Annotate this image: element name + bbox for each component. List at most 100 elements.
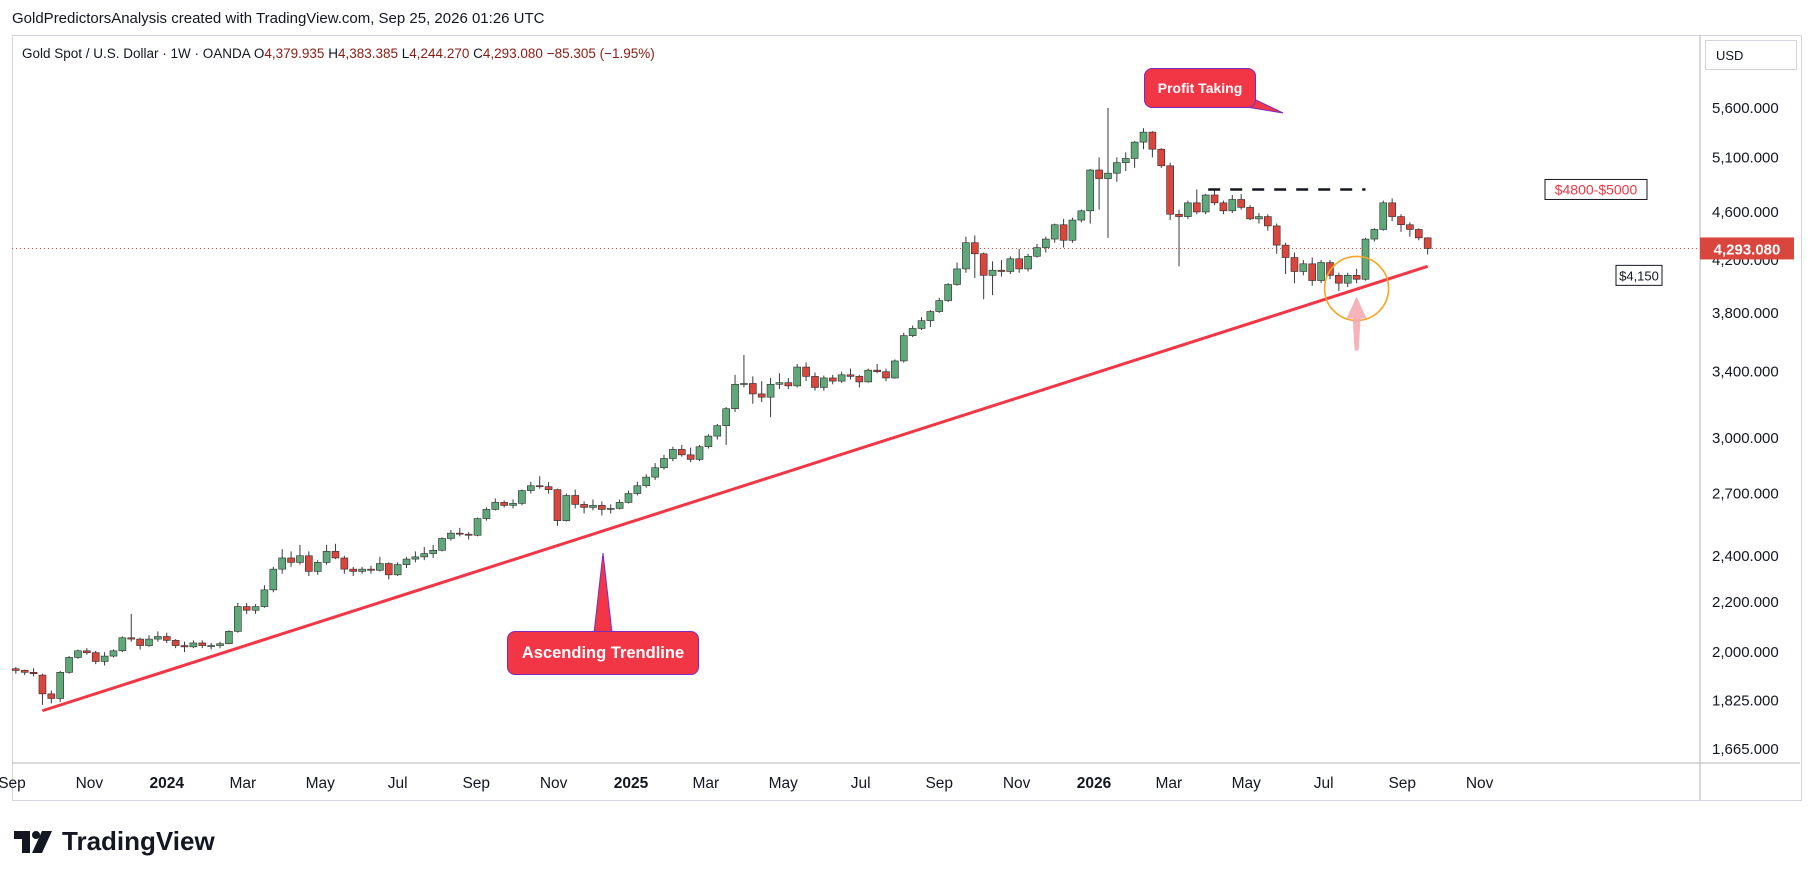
candle-body <box>1184 202 1192 217</box>
candle-body <box>1068 219 1077 241</box>
candle-body <box>216 643 224 646</box>
profit-taking-callout: Profit Taking <box>1144 68 1256 108</box>
attribution-text: GoldPredictorsAnalysis created with Trad… <box>12 10 545 27</box>
bounce-up-arrow-icon <box>1346 296 1367 351</box>
candle-body <box>225 631 233 645</box>
candle-body <box>953 268 961 285</box>
y-tick-label: 5,100.000 <box>1712 149 1779 166</box>
candle-body <box>100 655 109 662</box>
candle-body <box>349 568 358 572</box>
x-tick-label: Mar <box>230 775 257 792</box>
y-tick-label: 3,800.000 <box>1712 305 1779 322</box>
candle-body <box>695 446 704 460</box>
candle-body <box>1024 255 1032 270</box>
x-tick-label: Jul <box>1314 775 1334 792</box>
x-tick-label: Nov <box>1003 775 1031 792</box>
x-tick-label: Jul <box>851 775 871 792</box>
legend-high-label: H <box>328 46 338 61</box>
candle-body <box>1104 172 1112 179</box>
candle-body <box>811 376 819 388</box>
candle-body <box>20 670 29 673</box>
candle-body <box>242 606 251 611</box>
candle-body <box>1148 131 1157 150</box>
candle-body <box>855 376 864 383</box>
candle-body <box>1157 148 1166 167</box>
candle-body <box>615 502 624 509</box>
candle-body <box>118 637 127 652</box>
candle-body <box>633 485 642 494</box>
candle-body <box>917 320 926 329</box>
candle-body <box>1397 216 1405 226</box>
candle-body <box>402 558 411 565</box>
candle-body <box>1246 207 1254 220</box>
candle-body <box>376 563 384 571</box>
candle-body <box>820 377 828 388</box>
candle-body <box>420 553 429 558</box>
candle-body <box>1388 202 1396 217</box>
candle-body <box>1015 258 1023 270</box>
candle-body <box>91 652 100 662</box>
currency-button[interactable]: USD <box>1705 40 1797 70</box>
candle-body <box>29 672 38 674</box>
x-tick-label: Sep <box>0 775 26 792</box>
legend-close-label: C <box>473 46 483 61</box>
y-tick-label: 5,600.000 <box>1712 100 1779 117</box>
legend-change: −85.305 (−1.95%) <box>546 46 655 61</box>
ascending-trendline <box>41 264 1429 713</box>
candle-body <box>47 693 56 699</box>
legend-open-label: O <box>253 46 265 61</box>
candle-body <box>1210 194 1219 204</box>
candle-body <box>269 568 278 591</box>
candle-body <box>207 645 215 647</box>
last-price-label: 4,293.080 <box>1714 241 1781 258</box>
candle-body <box>56 672 65 699</box>
candle-body <box>660 458 668 469</box>
candle-body <box>411 556 420 560</box>
candle-body <box>544 486 553 490</box>
candle-body <box>749 383 757 395</box>
candle-body <box>606 508 615 510</box>
resistance-zone-label: $4800-$5000 <box>1555 181 1638 197</box>
candle-body <box>1264 216 1272 227</box>
candle-body <box>145 638 153 646</box>
candle-body <box>1281 244 1290 258</box>
candle-body <box>384 563 393 576</box>
candle-body <box>757 393 766 398</box>
candle-body <box>83 650 91 653</box>
candle-body <box>535 485 544 488</box>
candle-body <box>837 374 846 382</box>
candle-body <box>455 532 464 535</box>
candle-body <box>1414 229 1423 239</box>
candle-body <box>260 589 269 607</box>
candle-body <box>12 668 20 671</box>
candle-body <box>553 489 562 521</box>
candle-body <box>740 383 748 385</box>
x-tick-label: May <box>1232 775 1262 792</box>
candle-body <box>997 269 1006 272</box>
candle-body <box>1130 141 1139 159</box>
candle-body <box>109 650 118 657</box>
candle-body <box>189 642 198 648</box>
candle-body <box>198 642 207 646</box>
x-tick-label: Sep <box>462 775 490 792</box>
candle-body <box>500 502 508 506</box>
candle-body <box>713 425 722 437</box>
candle-body <box>944 284 952 301</box>
ascending-trendline-callout: Ascending Trendline <box>507 631 699 675</box>
candle-body <box>340 557 349 570</box>
candle-body <box>846 374 855 377</box>
candle-body <box>642 476 651 487</box>
candle-body <box>482 509 491 519</box>
candle-body <box>251 606 260 611</box>
candle-body <box>677 449 686 456</box>
candle-body <box>65 657 73 673</box>
candle-body <box>1113 162 1121 174</box>
candle-body <box>491 502 500 510</box>
candle-body <box>624 493 633 503</box>
x-tick-label: May <box>769 775 799 792</box>
candle-body <box>864 369 873 383</box>
candle-body <box>908 328 917 336</box>
symbol-legend: Gold Spot / U.S. Dollar · 1W · OANDA O4,… <box>22 46 655 61</box>
candle-body <box>651 467 659 478</box>
